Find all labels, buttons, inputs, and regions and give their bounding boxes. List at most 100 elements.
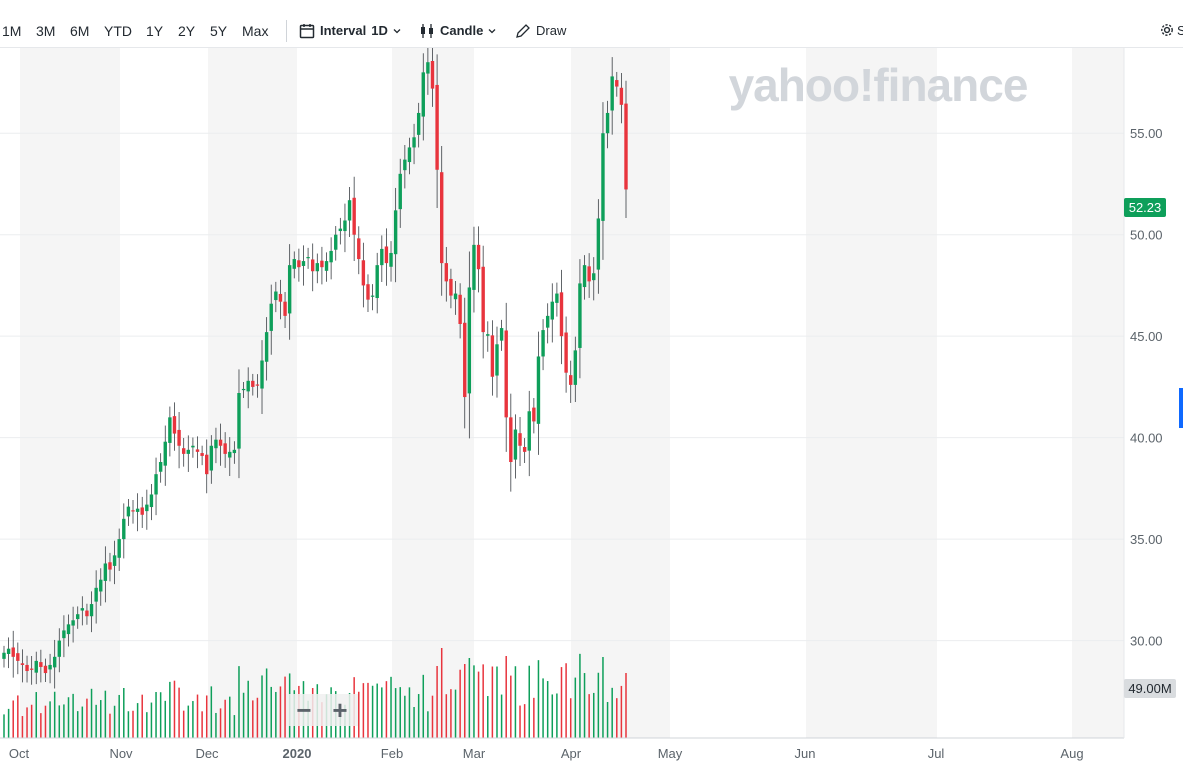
- x-tick-label: Mar: [463, 746, 486, 761]
- candle: [444, 263, 449, 282]
- range-2y-button[interactable]: 2Y: [178, 23, 196, 39]
- candle: [481, 266, 485, 333]
- candle: [223, 443, 227, 454]
- zoom-out-button[interactable]: −: [296, 695, 312, 725]
- candle: [177, 429, 181, 446]
- candle: [582, 265, 587, 288]
- candle: [218, 439, 223, 446]
- candle: [338, 228, 343, 232]
- y-tick-label: 35.00: [1130, 532, 1163, 547]
- x-tick-label: 2020: [283, 746, 312, 761]
- x-tick-label: Dec: [195, 746, 219, 761]
- volume-bar: [72, 693, 74, 738]
- volume-bar: [132, 710, 134, 738]
- candle: [541, 330, 545, 357]
- range-5y-button[interactable]: 5Y: [210, 23, 228, 39]
- y-tick-label: 50.00: [1130, 228, 1163, 243]
- range-1m-button[interactable]: 1M: [2, 23, 22, 39]
- candle: [232, 449, 237, 454]
- volume-bar: [362, 683, 365, 738]
- volume-bar: [109, 713, 111, 738]
- volume-tag: 49.00M: [1124, 679, 1176, 698]
- candle: [518, 433, 522, 446]
- y-tick-label: 45.00: [1130, 329, 1163, 344]
- candle: [499, 328, 504, 341]
- candle: [94, 587, 98, 602]
- candle: [472, 244, 476, 290]
- zoom-in-button[interactable]: +: [332, 695, 348, 725]
- candle: [57, 640, 61, 657]
- candle: [6, 648, 11, 654]
- candle: [283, 301, 287, 316]
- volume-bar: [35, 692, 38, 738]
- volume-bar: [17, 695, 19, 738]
- candle: [449, 278, 453, 296]
- toolbar-divider: [286, 20, 287, 42]
- candle: [205, 454, 209, 475]
- volume-bar: [436, 666, 438, 738]
- volume-bar: [620, 685, 623, 738]
- range-6m-button[interactable]: 6M: [70, 23, 90, 39]
- candle: [117, 539, 121, 558]
- candle: [435, 84, 439, 170]
- x-tick-label: Nov: [109, 746, 133, 761]
- volume-bar: [417, 694, 420, 738]
- interval-dropdown[interactable]: Interval 1D: [299, 22, 401, 40]
- volume-bar: [150, 702, 153, 738]
- chart-type-dropdown[interactable]: Candle: [419, 22, 496, 40]
- candle: [80, 608, 85, 611]
- x-tick-label: Jul: [928, 746, 945, 761]
- candle: [334, 234, 338, 250]
- volume-bar: [500, 694, 503, 738]
- candle: [34, 660, 38, 673]
- volume-bar: [63, 704, 65, 738]
- candle: [200, 453, 204, 456]
- x-tick-label: Apr: [561, 746, 582, 761]
- range-3m-button[interactable]: 3M: [36, 23, 56, 39]
- settings-button[interactable]: S: [1159, 22, 1183, 38]
- candle: [195, 449, 200, 452]
- month-shade: [1072, 48, 1124, 738]
- range-max-button[interactable]: Max: [242, 23, 269, 39]
- candle: [421, 72, 425, 117]
- candle: [490, 335, 495, 377]
- range-1y-button[interactable]: 1Y: [146, 23, 164, 39]
- x-tick-label: Aug: [1060, 746, 1083, 761]
- volume-bar: [141, 694, 143, 738]
- volume-bar: [510, 675, 512, 738]
- candle: [11, 647, 15, 657]
- volume-bar: [81, 706, 84, 738]
- volume-bar: [339, 715, 342, 738]
- volume-bar: [473, 665, 475, 738]
- candle: [301, 261, 306, 266]
- x-tick-label: Jun: [795, 746, 816, 761]
- volume-bar: [155, 692, 157, 738]
- candle: [145, 504, 149, 512]
- candle: [467, 287, 472, 394]
- volume-bar: [173, 680, 176, 738]
- candlestick-chart[interactable]: yahoo!finance 30.00 35.00 40.00 45.00 50.00 5…: [0, 48, 1183, 775]
- volume-bar: [40, 713, 42, 738]
- yahoo-finance-watermark: yahoo!finance: [729, 59, 1028, 111]
- volume-bar: [358, 691, 360, 738]
- volume-bar: [431, 695, 434, 738]
- candle: [168, 417, 172, 443]
- volume-bar: [169, 681, 171, 738]
- candle: [615, 80, 619, 87]
- volume-bar: [625, 673, 627, 738]
- volume-bar: [394, 688, 397, 738]
- draw-button[interactable]: Draw: [515, 22, 566, 40]
- volume-bar: [537, 660, 540, 738]
- candle: [476, 244, 481, 270]
- volume-bar: [95, 704, 97, 738]
- volume-bar: [279, 686, 282, 738]
- candle: [592, 273, 596, 281]
- candle: [154, 474, 158, 495]
- volume-bar: [215, 712, 217, 738]
- side-panel-tab[interactable]: [1179, 388, 1183, 428]
- volume-bar: [229, 696, 231, 738]
- volume-bar: [404, 695, 406, 738]
- range-ytd-button[interactable]: YTD: [104, 23, 132, 39]
- volume-bar: [127, 711, 130, 738]
- volume-bar: [192, 701, 194, 738]
